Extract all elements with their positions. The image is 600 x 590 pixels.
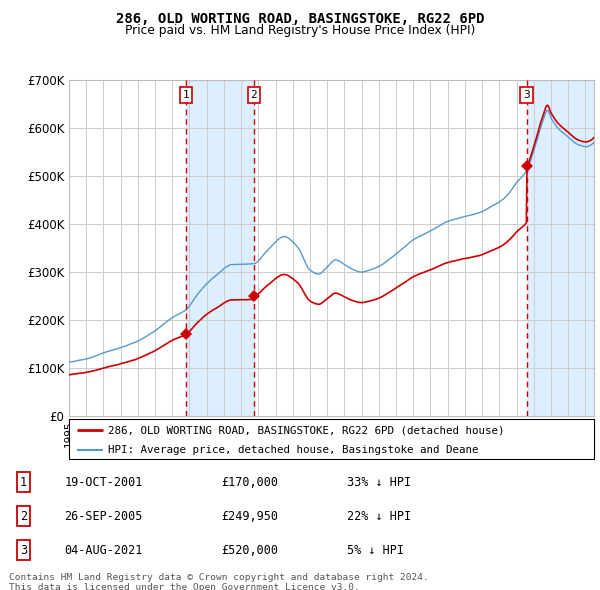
Text: 04-AUG-2021: 04-AUG-2021 (64, 544, 143, 557)
Text: £170,000: £170,000 (221, 476, 278, 489)
Text: 3: 3 (20, 544, 27, 557)
Text: 2: 2 (20, 510, 27, 523)
Text: Price paid vs. HM Land Registry's House Price Index (HPI): Price paid vs. HM Land Registry's House … (125, 24, 475, 37)
Text: 33% ↓ HPI: 33% ↓ HPI (347, 476, 410, 489)
Text: £249,950: £249,950 (221, 510, 278, 523)
Text: 1: 1 (20, 476, 27, 489)
Text: £520,000: £520,000 (221, 544, 278, 557)
Bar (527, 80, 594, 416)
Text: 2: 2 (250, 90, 257, 100)
FancyBboxPatch shape (69, 419, 594, 459)
Text: 1: 1 (182, 90, 190, 100)
Text: 19-OCT-2001: 19-OCT-2001 (64, 476, 143, 489)
Text: 26-SEP-2005: 26-SEP-2005 (64, 510, 143, 523)
Text: 22% ↓ HPI: 22% ↓ HPI (347, 510, 410, 523)
Text: 3: 3 (523, 90, 530, 100)
Bar (186, 80, 254, 416)
Text: HPI: Average price, detached house, Basingstoke and Deane: HPI: Average price, detached house, Basi… (109, 445, 479, 455)
Text: 286, OLD WORTING ROAD, BASINGSTOKE, RG22 6PD (detached house): 286, OLD WORTING ROAD, BASINGSTOKE, RG22… (109, 425, 505, 435)
Text: This data is licensed under the Open Government Licence v3.0.: This data is licensed under the Open Gov… (9, 583, 360, 590)
Text: 286, OLD WORTING ROAD, BASINGSTOKE, RG22 6PD: 286, OLD WORTING ROAD, BASINGSTOKE, RG22… (116, 12, 484, 26)
Text: 5% ↓ HPI: 5% ↓ HPI (347, 544, 404, 557)
Text: Contains HM Land Registry data © Crown copyright and database right 2024.: Contains HM Land Registry data © Crown c… (9, 573, 429, 582)
